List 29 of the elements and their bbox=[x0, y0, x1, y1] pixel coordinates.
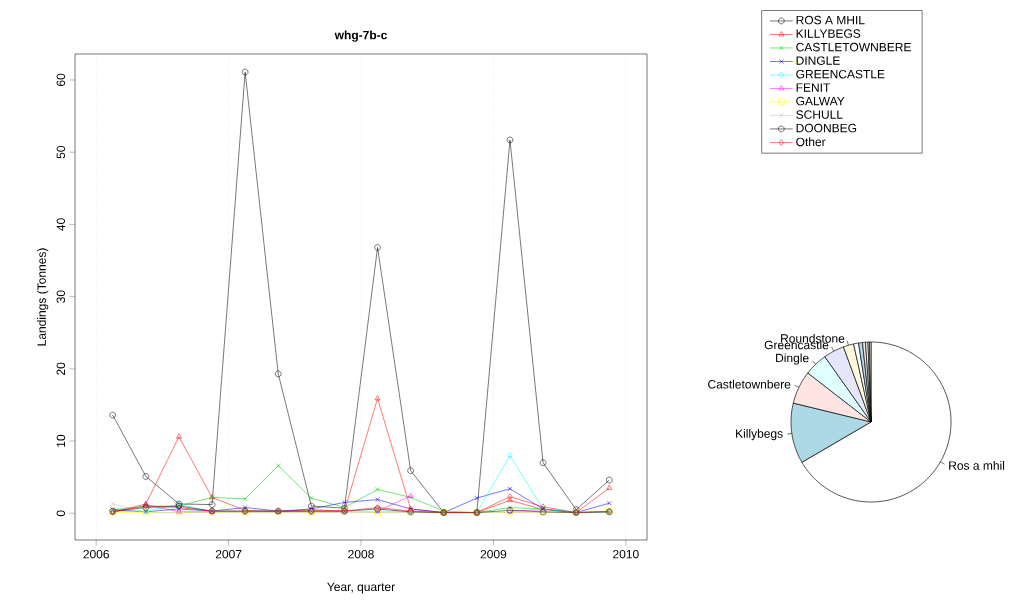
x-axis-title: Year, quarter bbox=[327, 582, 395, 594]
slice-label: Castletownbere bbox=[708, 379, 791, 389]
legend-label: DOONBEG bbox=[796, 123, 857, 133]
x-tick-label: 2008 bbox=[348, 549, 374, 559]
y-tick-label: 60 bbox=[56, 73, 66, 87]
chart-title: whg-7b-c bbox=[334, 30, 387, 42]
y-tick-label: 40 bbox=[56, 218, 66, 231]
legend-label: FENIT bbox=[796, 83, 831, 92]
legend-label: DINGLE bbox=[796, 56, 840, 65]
legend-label: KILLYBEGS bbox=[796, 29, 861, 38]
legend-label: GREENCASTLE bbox=[796, 69, 885, 79]
legend-label: SCHULL bbox=[796, 110, 843, 119]
y-tick-label: 20 bbox=[56, 362, 66, 375]
legend-label: GALWAY bbox=[796, 96, 845, 106]
x-tick-label: 2007 bbox=[215, 549, 242, 559]
y-axis-title: Landings (Tonnes) bbox=[37, 248, 49, 346]
slice-label: Ros a mhil bbox=[949, 461, 1005, 470]
x-tick-label: 2009 bbox=[480, 549, 507, 559]
y-tick-label: 30 bbox=[56, 290, 66, 303]
legend-label: ROS A MHIL bbox=[796, 15, 865, 25]
slice-label: Killybegs bbox=[736, 428, 783, 441]
y-tick-label: 50 bbox=[56, 145, 66, 159]
x-tick-label: 2010 bbox=[613, 549, 639, 559]
legend-label: Other bbox=[796, 137, 826, 147]
y-tick-label: 0 bbox=[56, 510, 66, 517]
y-tick-label: 10 bbox=[56, 434, 66, 447]
slice-label: Dingle bbox=[776, 353, 809, 365]
legend-label: CASTLETOWNBERE bbox=[796, 42, 911, 52]
x-tick-label: 2006 bbox=[83, 549, 110, 559]
